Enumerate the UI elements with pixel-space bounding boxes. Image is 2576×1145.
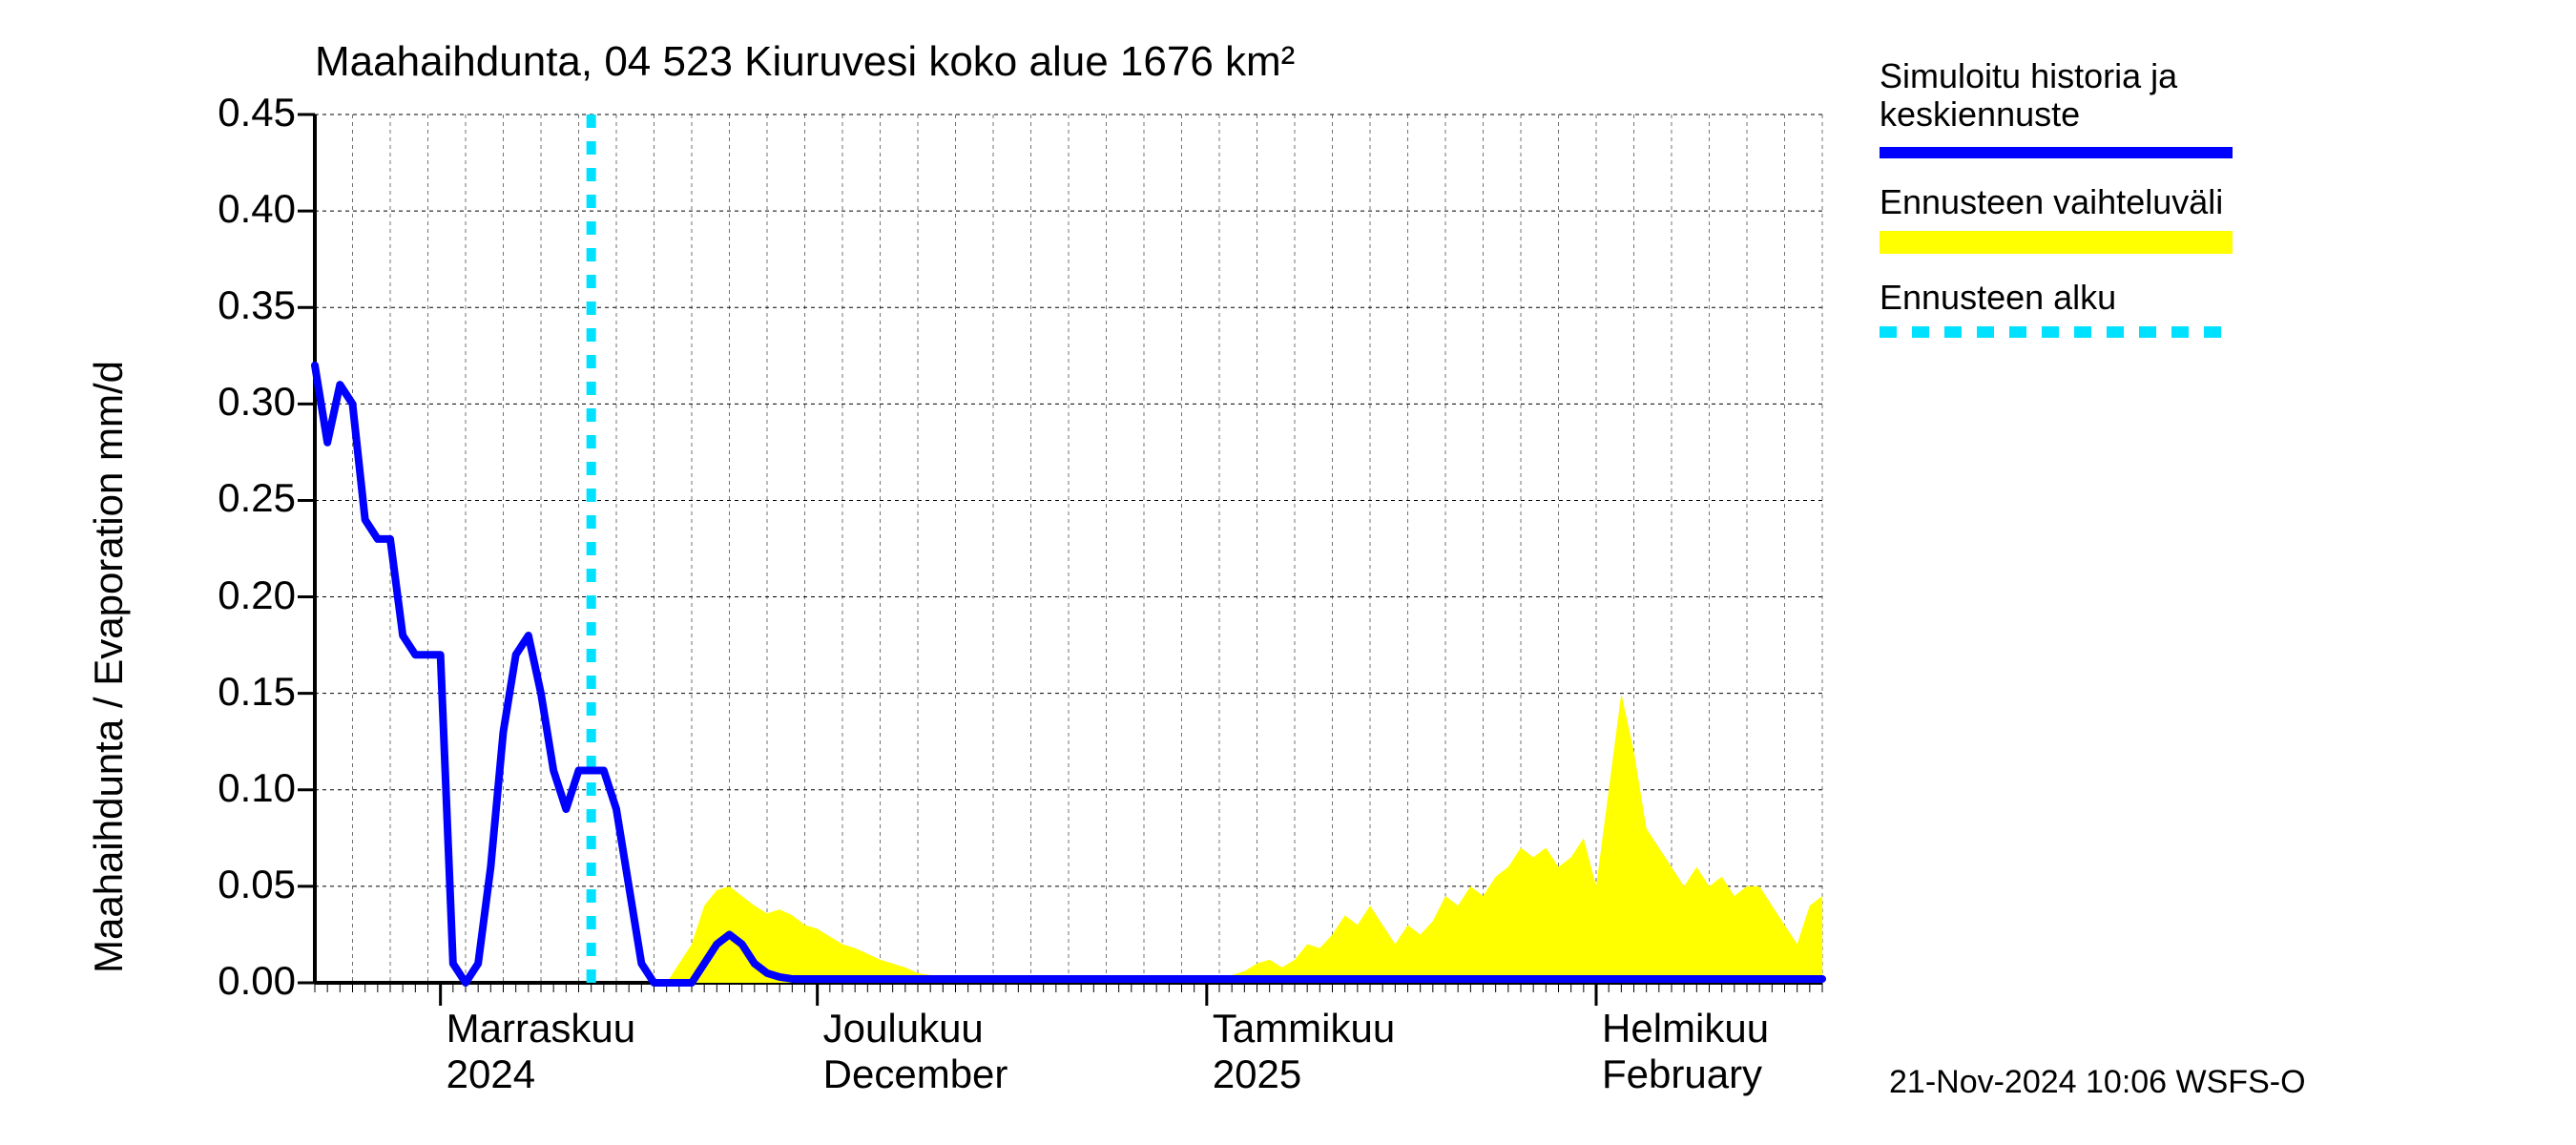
xtick-label: Marraskuu 2024 bbox=[447, 1006, 635, 1097]
ytick-label: 0.35 bbox=[134, 282, 296, 328]
ytick-label: 0.20 bbox=[134, 572, 296, 618]
ytick-label: 0.15 bbox=[134, 669, 296, 715]
legend-swatch bbox=[1880, 326, 2233, 338]
chart-svg bbox=[0, 0, 2576, 1145]
legend-item-label: Simuloitu historia ja keskiennuste bbox=[1880, 57, 2177, 133]
ytick-label: 0.05 bbox=[134, 862, 296, 907]
xtick-label: Joulukuu December bbox=[823, 1006, 1008, 1097]
xtick-label: Tammikuu 2025 bbox=[1213, 1006, 1395, 1097]
ytick-label: 0.25 bbox=[134, 475, 296, 521]
legend-item-label: Ennusteen vaihteluväli bbox=[1880, 183, 2223, 221]
ytick-label: 0.45 bbox=[134, 90, 296, 135]
xtick-label: Helmikuu February bbox=[1602, 1006, 1769, 1097]
chart-container: Maahaihdunta, 04 523 Kiuruvesi koko alue… bbox=[0, 0, 2576, 1145]
footer-timestamp: 21-Nov-2024 10:06 WSFS-O bbox=[1889, 1064, 2306, 1101]
legend-swatch bbox=[1880, 147, 2233, 158]
ytick-label: 0.10 bbox=[134, 765, 296, 811]
legend-swatch bbox=[1880, 231, 2233, 254]
ytick-label: 0.40 bbox=[134, 186, 296, 232]
legend-item-label: Ennusteen alku bbox=[1880, 279, 2116, 317]
ytick-label: 0.30 bbox=[134, 379, 296, 425]
ytick-label: 0.00 bbox=[134, 958, 296, 1004]
